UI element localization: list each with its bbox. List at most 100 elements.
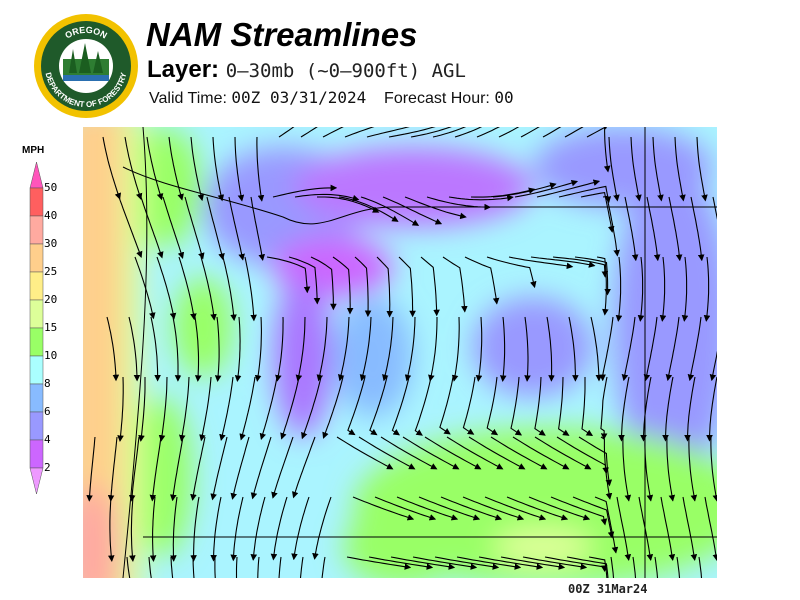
streamline <box>615 256 623 322</box>
streamline <box>206 196 225 261</box>
streamline <box>703 256 711 322</box>
forecast-hour-value: 00 <box>494 88 514 107</box>
streamline <box>500 556 566 570</box>
legend-tick: 6 <box>44 405 51 418</box>
streamline <box>698 556 703 578</box>
streamline <box>456 556 522 570</box>
streamline <box>687 316 702 382</box>
streamline <box>222 256 237 322</box>
streamline <box>440 496 503 521</box>
streamline <box>212 136 225 202</box>
streamline <box>337 316 350 382</box>
streamline <box>446 436 504 470</box>
streamline <box>439 376 454 435</box>
streamline <box>660 496 676 561</box>
streamline <box>498 127 520 138</box>
streamline <box>129 496 136 562</box>
streamline <box>228 196 245 261</box>
streamline <box>360 196 420 226</box>
streamline <box>581 377 594 436</box>
streamline <box>219 376 234 441</box>
streamline <box>380 436 438 470</box>
legend-tick: 2 <box>44 461 51 474</box>
streamline <box>534 376 546 436</box>
streamline <box>168 136 184 201</box>
streamline <box>536 179 601 198</box>
streamline <box>637 256 645 322</box>
streamline <box>190 496 200 562</box>
streamline <box>710 436 717 502</box>
streamline <box>600 436 613 500</box>
streamline <box>149 496 157 562</box>
streamline <box>257 556 260 578</box>
streamline <box>200 256 217 321</box>
streamline <box>486 376 499 436</box>
streamline <box>476 127 500 138</box>
streamline <box>192 556 195 578</box>
streamline <box>448 194 514 202</box>
streamline <box>300 127 318 138</box>
streamline <box>662 376 674 442</box>
streamline <box>310 256 337 311</box>
legend-swatch <box>29 299 44 329</box>
legend-tick: 20 <box>44 293 58 306</box>
legend-swatch <box>29 383 44 413</box>
map-timestamp: 00Z 31Mar24 <box>568 582 648 596</box>
legend-swatch <box>29 327 44 357</box>
streamline <box>596 256 609 316</box>
streamline <box>382 196 443 225</box>
streamline <box>424 436 482 470</box>
streamline <box>558 376 570 436</box>
streamline <box>434 556 500 570</box>
streamline <box>347 376 366 436</box>
streamline <box>149 436 162 502</box>
streamline <box>630 136 642 202</box>
streamline <box>199 376 212 442</box>
streamline <box>275 316 284 382</box>
streamline <box>659 256 667 322</box>
streamline <box>338 196 399 222</box>
streamline <box>390 556 456 570</box>
streamline <box>117 376 124 442</box>
legend-tick: 25 <box>44 265 58 278</box>
streamline <box>486 256 537 289</box>
streamline <box>640 376 652 442</box>
valid-time-label: Valid Time: <box>149 90 227 107</box>
streamline <box>391 376 410 436</box>
streamline <box>610 556 615 578</box>
streamline <box>312 496 332 560</box>
streamline <box>499 316 507 382</box>
streamline <box>412 556 478 570</box>
streamline <box>599 316 614 382</box>
streamline <box>288 256 321 305</box>
streamline <box>382 316 394 382</box>
streamline <box>586 127 611 173</box>
streamline <box>316 316 328 382</box>
legend-under-triangle <box>29 467 44 495</box>
streamline <box>552 256 609 278</box>
streamline <box>158 376 168 442</box>
streamline <box>594 496 619 554</box>
streamline <box>156 256 177 320</box>
streamline <box>524 316 531 382</box>
state-borders <box>122 127 717 578</box>
streamline <box>138 377 146 442</box>
streamline <box>514 179 579 198</box>
streamline <box>534 436 592 470</box>
streamline <box>404 316 416 382</box>
streamline <box>706 376 717 442</box>
streamline <box>420 256 440 317</box>
streamline <box>107 436 118 502</box>
streamline <box>632 556 637 578</box>
streamline <box>272 184 338 198</box>
streamline <box>621 316 636 382</box>
streamline <box>618 376 630 442</box>
streamline <box>292 436 316 499</box>
streamline <box>210 436 228 501</box>
streamline <box>530 256 596 268</box>
streamline <box>170 496 178 562</box>
streamline <box>352 496 415 521</box>
streamline <box>346 556 412 570</box>
streamline <box>402 436 460 470</box>
streamline <box>336 436 394 470</box>
